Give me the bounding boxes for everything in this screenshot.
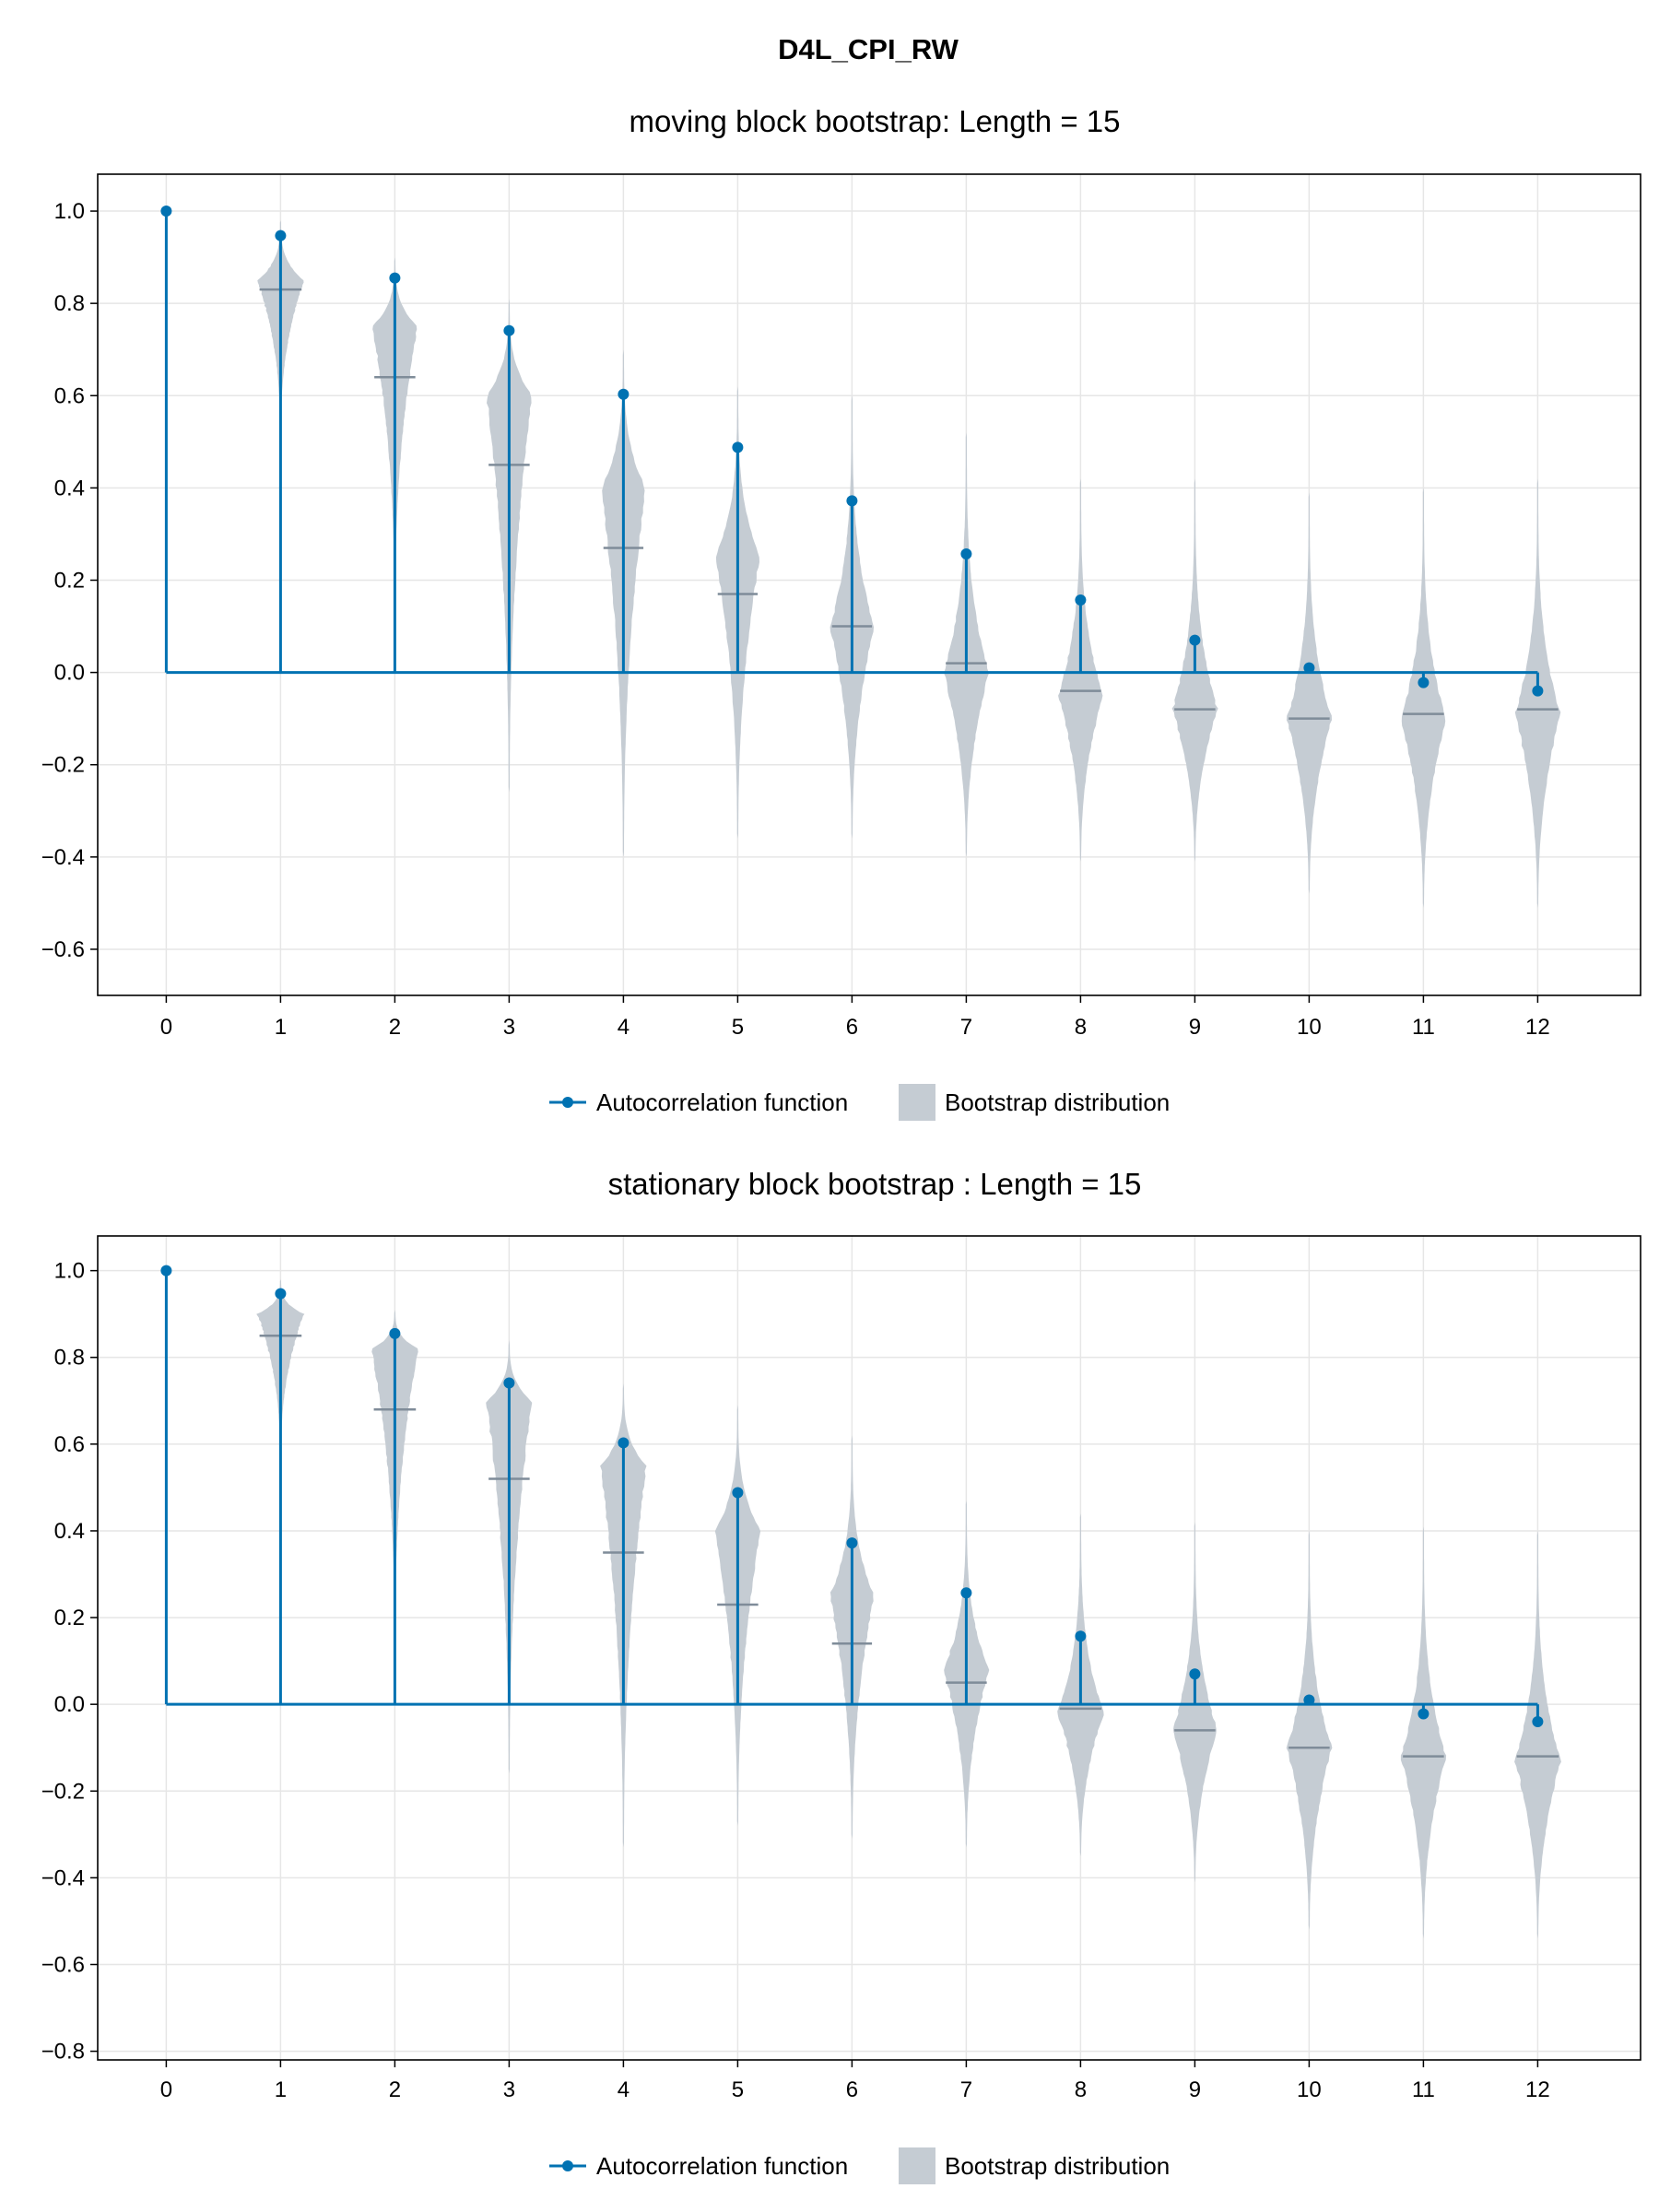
- x-tick-label: 5: [732, 2077, 744, 2102]
- x-tick-label: 3: [503, 1015, 515, 1040]
- panel-1: moving block bootstrap: Length = 15 −0.6 −…: [41, 104, 1641, 1121]
- legend-acf-label: Autocorrelation function: [596, 1088, 848, 1116]
- acf-point-lag-4: [618, 1437, 629, 1449]
- y-tick-label: −0.6: [41, 1952, 85, 1977]
- acf-point-lag-4: [618, 388, 629, 400]
- panel-title: stationary block bootstrap : Length = 15: [608, 1167, 1142, 1201]
- acf-point-lag-2: [389, 272, 401, 284]
- acf-point-lag-9: [1189, 1668, 1201, 1680]
- acf-point-lag-11: [1418, 677, 1430, 688]
- legend-bootstrap-swatch: [899, 2147, 935, 2184]
- x-tick-label: 8: [1075, 1015, 1087, 1040]
- acf-point-lag-6: [846, 1537, 858, 1549]
- legend-bootstrap-swatch: [899, 1084, 935, 1121]
- figure-title: D4L_CPI_RW: [778, 33, 959, 65]
- y-tick-label: −0.8: [41, 2040, 85, 2065]
- y-tick-label: −0.6: [41, 937, 85, 962]
- y-tick-label: 0.2: [54, 1606, 85, 1630]
- y-tick-label: 0.0: [54, 1692, 85, 1717]
- y-tick-label: 0.8: [54, 1346, 85, 1371]
- acf-point-lag-10: [1303, 662, 1315, 674]
- y-tick-label: 0.6: [54, 1432, 85, 1457]
- x-tick-label: 11: [1412, 1015, 1435, 1040]
- y-tick-label: −0.2: [41, 753, 85, 778]
- acf-point-lag-2: [389, 1327, 401, 1339]
- violin-lag-10: [1286, 492, 1332, 894]
- x-tick-label: 3: [503, 2077, 515, 2102]
- x-tick-label: 6: [846, 1015, 858, 1040]
- plot-frame: [97, 1235, 1641, 2061]
- violin-lag-12: [1514, 1531, 1561, 1939]
- x-tick-label: 9: [1189, 2077, 1201, 2102]
- acf-point-lag-6: [846, 495, 858, 507]
- y-tick-label: 0.4: [54, 1519, 85, 1544]
- y-tick-label: 1.0: [54, 199, 85, 224]
- acf-point-lag-9: [1189, 634, 1201, 646]
- violin-lag-10: [1286, 1531, 1333, 1930]
- acf-point-lag-3: [503, 324, 515, 336]
- x-tick-label: 7: [960, 1015, 972, 1040]
- legend-acf-marker: [562, 1097, 573, 1108]
- legend-bootstrap-label: Bootstrap distribution: [945, 1088, 1170, 1116]
- acf-point-lag-12: [1532, 1715, 1544, 1727]
- acf-point-lag-8: [1075, 594, 1087, 606]
- x-tick-label: 9: [1189, 1015, 1201, 1040]
- violin-lag-11: [1401, 488, 1446, 908]
- x-tick-label: 4: [618, 1015, 629, 1040]
- x-tick-label: 8: [1075, 2077, 1087, 2102]
- y-tick-label: 0.4: [54, 476, 85, 500]
- acf-point-lag-7: [960, 1587, 972, 1599]
- acf-point-lag-11: [1418, 1708, 1430, 1720]
- x-tick-label: 10: [1297, 2077, 1322, 2102]
- x-tick-label: 6: [846, 2077, 858, 2102]
- y-tick-label: 0.8: [54, 291, 85, 316]
- x-tick-label: 2: [389, 1015, 401, 1040]
- x-tick-label: 1: [275, 1015, 287, 1040]
- acf-point-lag-0: [160, 1265, 172, 1277]
- y-tick-label: 0.6: [54, 383, 85, 408]
- acf-point-lag-3: [503, 1377, 515, 1389]
- x-tick-label: 0: [160, 1015, 172, 1040]
- panel-2: stationary block bootstrap : Length = 15…: [41, 1167, 1641, 2184]
- legend: Autocorrelation function Bootstrap distri…: [549, 2147, 1170, 2184]
- y-tick-label: −0.4: [41, 1865, 85, 1890]
- legend-bootstrap-label: Bootstrap distribution: [945, 2152, 1170, 2180]
- y-tick-label: −0.4: [41, 845, 85, 870]
- y-tick-label: 0.0: [54, 661, 85, 686]
- acf-point-lag-7: [960, 547, 972, 559]
- acf-point-lag-5: [732, 1487, 744, 1499]
- x-tick-label: 1: [275, 2077, 287, 2102]
- y-tick-label: −0.2: [41, 1779, 85, 1804]
- plot-frame: [97, 173, 1641, 996]
- x-tick-label: 7: [960, 2077, 972, 2102]
- x-tick-label: 12: [1525, 2077, 1550, 2102]
- x-tick-label: 10: [1297, 1015, 1322, 1040]
- violin-lag-11: [1400, 1526, 1447, 1939]
- acf-point-lag-8: [1075, 1630, 1087, 1642]
- legend: Autocorrelation function Bootstrap distri…: [549, 1084, 1170, 1121]
- acf-point-lag-5: [732, 441, 744, 453]
- acf-point-lag-10: [1303, 1694, 1315, 1706]
- acf-point-lag-1: [275, 229, 287, 241]
- y-tick-label: 0.2: [54, 568, 85, 593]
- y-tick-label: 1.0: [54, 1259, 85, 1284]
- panel-title: moving block bootstrap: Length = 15: [629, 104, 1121, 138]
- acf-point-lag-1: [275, 1288, 287, 1300]
- acf-point-lag-12: [1532, 685, 1544, 697]
- legend-acf-label: Autocorrelation function: [596, 2152, 848, 2180]
- legend-acf-marker: [562, 2160, 573, 2171]
- x-tick-label: 0: [160, 2077, 172, 2102]
- x-tick-label: 5: [732, 1015, 744, 1040]
- acf-point-lag-0: [160, 206, 172, 218]
- x-tick-label: 4: [618, 2077, 629, 2102]
- x-tick-label: 12: [1525, 1015, 1550, 1040]
- x-tick-label: 11: [1412, 2077, 1435, 2102]
- x-tick-label: 2: [389, 2077, 401, 2102]
